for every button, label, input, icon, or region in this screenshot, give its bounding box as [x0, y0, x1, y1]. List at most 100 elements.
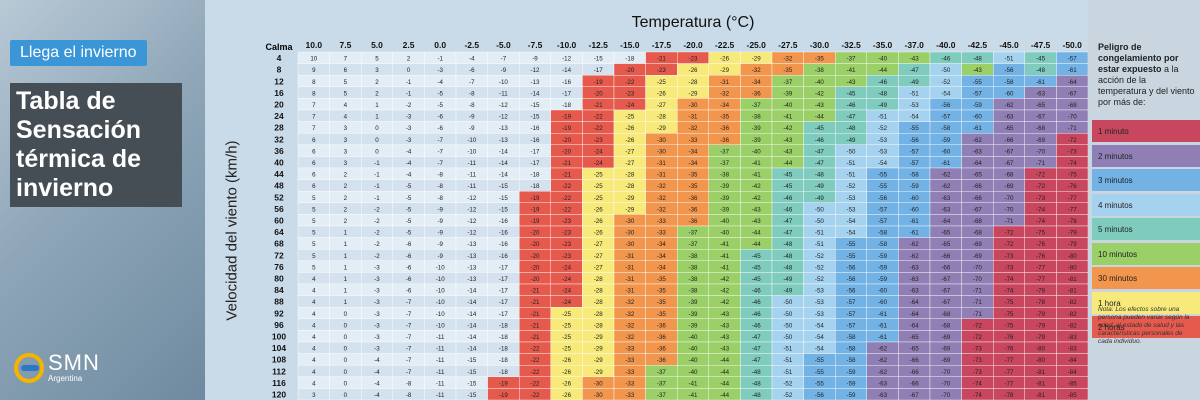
- cell-value: -61: [878, 311, 888, 318]
- cell-value: -47: [752, 334, 762, 341]
- legend-item: 2 minutos: [1092, 144, 1200, 167]
- cell-value: -44: [720, 392, 730, 399]
- cell-value: 1: [375, 114, 379, 121]
- cell-value: -1: [406, 79, 412, 86]
- cell-value: -77: [1005, 357, 1015, 364]
- cell-value: -6: [406, 264, 412, 271]
- cell-value: -73: [1005, 264, 1015, 271]
- cell-value: -39: [689, 299, 699, 306]
- cell-value: -59: [878, 264, 888, 271]
- cell-value: -13: [467, 253, 477, 260]
- cell-value: -80: [1036, 346, 1046, 353]
- cell-value: -4: [469, 56, 475, 63]
- legend-title-rest: a la acción de la temperatura y del vien…: [1098, 64, 1195, 107]
- cell-value: -49: [847, 137, 857, 144]
- cell-value: 6: [312, 172, 316, 179]
- cell-value: -61: [941, 160, 951, 167]
- cell-value: -63: [878, 392, 888, 399]
- cell-value: -11: [436, 357, 445, 364]
- cell-value: -26: [657, 90, 667, 97]
- cell-value: -28: [594, 288, 604, 295]
- y-tick-label: 24: [274, 111, 284, 121]
- cell-value: -53: [815, 299, 825, 306]
- cell-value: -17: [499, 299, 509, 306]
- cell-value: -13: [499, 125, 509, 132]
- cell-value: -21: [531, 288, 541, 295]
- cell-value: -44: [815, 114, 825, 121]
- cell-value: -69: [941, 346, 951, 353]
- y-tick-label: 60: [274, 216, 284, 226]
- cell-value: -62: [1005, 102, 1015, 109]
- cell-value: -19: [499, 380, 509, 387]
- cell-value: -37: [720, 160, 730, 167]
- corner-label: Calma: [265, 42, 293, 52]
- cell-value: -70: [941, 392, 951, 399]
- cell-value: -78: [1068, 218, 1078, 225]
- cell-value: -58: [941, 125, 951, 132]
- cell-value: -32: [625, 311, 635, 318]
- cell-value: -18: [625, 56, 635, 63]
- cell-value: -32: [625, 299, 635, 306]
- cell-value: -30: [625, 230, 635, 237]
- cell-value: -39: [720, 183, 730, 190]
- cell-value: -5: [406, 183, 412, 190]
- cell-value: -72: [1005, 230, 1015, 237]
- cell-value: -18: [499, 322, 509, 329]
- cell-value: 7: [344, 56, 348, 63]
- cell-value: -67: [910, 392, 920, 399]
- cell-value: -19: [531, 206, 541, 213]
- cell-value: -10: [467, 148, 477, 155]
- cell-value: -58: [847, 334, 857, 341]
- cell-value: -30: [657, 137, 667, 144]
- cell-value: -6: [406, 288, 412, 295]
- cell-value: -66: [910, 380, 920, 387]
- cell-value: -33: [625, 392, 635, 399]
- cell-value: -12: [467, 195, 477, 202]
- cell-value: -25: [594, 172, 604, 179]
- cell-value: -82: [1068, 311, 1078, 318]
- cell-value: -22: [531, 369, 541, 376]
- cell-value: -57: [847, 311, 857, 318]
- legend-note: Nota: Los efectos sobre una persona pued…: [1098, 306, 1190, 345]
- cell-value: 1: [375, 102, 379, 109]
- cell-value: -20: [531, 264, 541, 271]
- cell-value: -53: [815, 311, 825, 318]
- cell-value: -27: [594, 253, 604, 260]
- y-tick-label: 36: [274, 146, 284, 156]
- page-title: Tabla de Sensación térmica de invierno: [10, 83, 182, 207]
- cell-value: -21: [562, 172, 572, 179]
- cell-value: -11: [436, 380, 445, 387]
- cell-value: 1: [344, 241, 348, 248]
- cell-value: -9: [437, 218, 443, 225]
- cell-value: -8: [437, 172, 443, 179]
- cell-value: -33: [689, 137, 699, 144]
- cell-value: -14: [467, 322, 477, 329]
- cell-value: -46: [752, 288, 762, 295]
- cell-value: -49: [783, 288, 793, 295]
- cell-value: -20: [531, 230, 541, 237]
- legend-title-bold: Peligro de congelamiento por estar expue…: [1098, 42, 1179, 74]
- cell-value: -14: [499, 160, 509, 167]
- cell-value: -70: [973, 264, 983, 271]
- cell-value: -68: [1005, 172, 1015, 179]
- cell-value: -20: [562, 148, 572, 155]
- cell-value: -7: [406, 311, 412, 318]
- cell-value: -71: [973, 311, 983, 318]
- chart-title: Temperatura (°C): [631, 14, 755, 31]
- cell-value: -31: [625, 276, 635, 283]
- x-tick-label: 7.5: [339, 40, 351, 50]
- cell-value: -52: [815, 276, 825, 283]
- cell-value: -55: [847, 253, 857, 260]
- cell-value: -15: [594, 56, 604, 63]
- cell-value: -24: [625, 102, 635, 109]
- cell-value: -25: [594, 195, 604, 202]
- cell-value: 5: [312, 230, 316, 237]
- cell-value: -63: [878, 380, 888, 387]
- cell-value: -8: [437, 195, 443, 202]
- cell-value: -7: [406, 369, 412, 376]
- cell-value: -63: [1036, 90, 1046, 97]
- cell-value: 7: [312, 125, 316, 132]
- cell-value: -62: [941, 172, 951, 179]
- cell-value: -35: [657, 299, 667, 306]
- cell-value: -40: [720, 218, 730, 225]
